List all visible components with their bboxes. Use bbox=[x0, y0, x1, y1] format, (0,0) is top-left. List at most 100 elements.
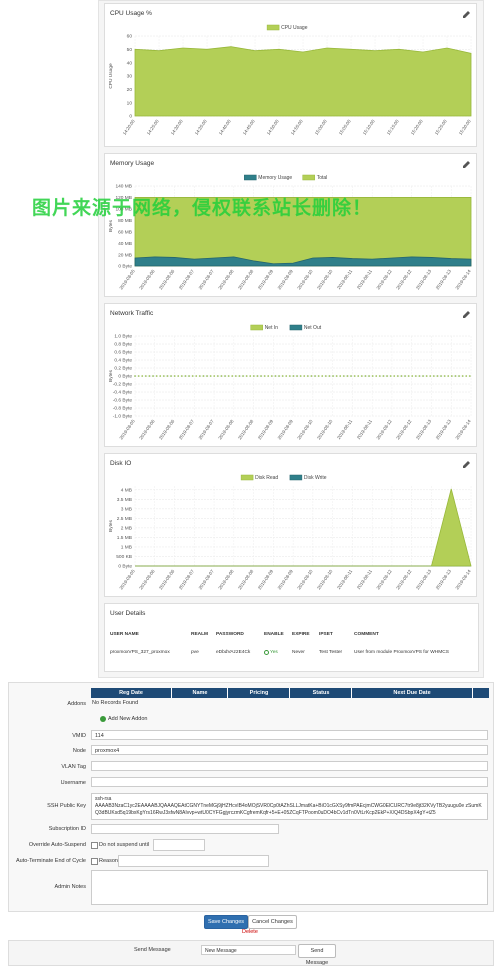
table-cell: Test Tester bbox=[319, 650, 343, 655]
y-tick-label: 0.2 Byte bbox=[114, 366, 132, 372]
x-tick-label: 2019-08-08 bbox=[237, 268, 255, 290]
text-input[interactable]: proxmox4 bbox=[91, 745, 488, 755]
checkbox-label: Do not suspend until bbox=[99, 842, 150, 848]
x-tick-label: 2019-08-11 bbox=[336, 268, 353, 290]
column-header: Status bbox=[289, 688, 352, 698]
x-tick-label: 2019-08-13 bbox=[435, 418, 453, 440]
x-tick-label: 2019-08-10 bbox=[296, 268, 314, 290]
y-tick-label: 20 bbox=[127, 87, 133, 93]
edit-icon bbox=[463, 311, 470, 318]
x-tick-label: 2019-08-12 bbox=[375, 568, 393, 590]
save-button[interactable]: Save Changes bbox=[204, 915, 248, 929]
x-tick-label: 2019-08-10 bbox=[316, 418, 334, 440]
add-addon-link[interactable]: Add New Addon bbox=[108, 716, 148, 722]
x-tick-label: 2019-08-10 bbox=[316, 568, 334, 590]
checkbox[interactable] bbox=[91, 858, 98, 865]
x-tick-label: 15:00:00 bbox=[314, 118, 328, 136]
y-tick-label: 30 bbox=[127, 74, 133, 80]
x-tick-label: 15:20:00 bbox=[410, 118, 424, 136]
y-tick-label: 0 Byte bbox=[118, 264, 132, 270]
date-input[interactable] bbox=[153, 839, 205, 851]
field-label: Subscription ID bbox=[48, 826, 86, 832]
y-tick-label: -0.2 Byte bbox=[113, 382, 133, 388]
column-header: PASSWORD bbox=[216, 632, 244, 637]
textarea[interactable]: ssh-rsa AAAAB3NzaC1yc2EAAAABJQAAAQEAtCGN… bbox=[91, 793, 488, 820]
x-tick-label: 14:40:00 bbox=[218, 118, 232, 136]
legend-swatch bbox=[244, 174, 257, 181]
x-tick-label: 14:20:00 bbox=[122, 118, 136, 136]
x-tick-label: 2019-08-11 bbox=[356, 268, 373, 290]
y-tick-label: 100 MB bbox=[115, 207, 132, 213]
chart-panel: CPU Usage % CPU Usage 0 10 20 30 40 50 60 CPU Usa… bbox=[104, 3, 477, 147]
field-label: SSH Public Key bbox=[47, 803, 86, 809]
y-tick-label: 4 MB bbox=[121, 488, 132, 494]
table-cell: User from module ProxmoxVPS for WHMCS bbox=[354, 650, 449, 655]
legend-label: Net In bbox=[265, 325, 279, 331]
field-label: Admin Notes bbox=[54, 884, 87, 890]
empty-text: No Records Found bbox=[92, 700, 139, 706]
y-tick-label: 0 Byte bbox=[118, 564, 132, 570]
text-input[interactable] bbox=[118, 855, 269, 867]
table-cell: Yes bbox=[270, 650, 278, 655]
x-tick-label: 14:45:00 bbox=[242, 118, 256, 136]
x-tick-label: 2019-08-09 bbox=[257, 568, 275, 590]
y-tick-label: 1.0 Byte bbox=[114, 334, 132, 340]
column-header: EXPIRE bbox=[292, 632, 310, 637]
send-message-button[interactable]: Send Message bbox=[298, 944, 336, 966]
column-header: USER NAME bbox=[110, 632, 139, 637]
x-tick-label: 2019-08-11 bbox=[356, 568, 373, 590]
add-icon[interactable] bbox=[100, 716, 106, 722]
text-input[interactable]: 114 bbox=[91, 730, 488, 740]
area bbox=[134, 256, 472, 267]
x-tick-label: 2019-08-10 bbox=[316, 268, 334, 290]
y-tick-label: 60 bbox=[127, 34, 133, 40]
chart-panel: Memory Usage Memory Usage Total 0 Byte 20 MB… bbox=[104, 153, 477, 297]
x-tick-label: 2019-08-14 bbox=[455, 418, 473, 440]
delete-link[interactable]: Delete bbox=[242, 929, 258, 935]
checkbox[interactable] bbox=[91, 842, 98, 849]
text-input[interactable] bbox=[91, 761, 488, 771]
x-tick-label: 2019-08-07 bbox=[178, 418, 196, 440]
user-details-panel: User Details USER NAME REALM PASSWORD ENABL… bbox=[104, 603, 479, 672]
x-tick-label: 14:30:00 bbox=[170, 118, 184, 136]
y-tick-label: 60 MB bbox=[118, 229, 132, 235]
y-tick-label: 1.5 MB bbox=[117, 535, 132, 541]
x-tick-label: 2019-08-06 bbox=[138, 268, 156, 290]
x-tick-label: 15:25:00 bbox=[434, 118, 448, 136]
y-axis-label: Bytes bbox=[108, 369, 114, 382]
textarea[interactable] bbox=[91, 870, 488, 905]
y-tick-label: 0 bbox=[129, 114, 132, 120]
field-label: Auto-Terminate End of Cycle bbox=[15, 858, 86, 864]
x-tick-label: 2019-08-11 bbox=[336, 568, 353, 590]
cancel-button[interactable]: Cancel Changes bbox=[248, 915, 297, 929]
message-select[interactable]: New Message bbox=[201, 945, 296, 955]
x-tick-label: 14:35:00 bbox=[194, 118, 208, 136]
x-tick-label: 2019-08-08 bbox=[217, 568, 235, 590]
x-tick-label: 15:15:00 bbox=[386, 118, 400, 136]
edit-icon bbox=[463, 11, 470, 18]
x-tick-label: 2019-08-09 bbox=[257, 418, 275, 440]
x-tick-label: 2019-08-12 bbox=[375, 268, 393, 290]
legend-label: Disk Read bbox=[255, 475, 278, 481]
legend-swatch bbox=[240, 474, 254, 481]
y-axis-label: Bytes bbox=[108, 519, 114, 532]
y-tick-label: 120 MB bbox=[115, 195, 132, 201]
send-message-label: Send Message bbox=[134, 947, 171, 953]
edit-icon bbox=[463, 161, 470, 168]
table-cell: Never bbox=[292, 650, 305, 655]
x-tick-label: 2019-08-07 bbox=[198, 568, 216, 590]
field-label: Username bbox=[60, 780, 86, 786]
watermark: 图片来源于网络，侵权联系站长删除！ bbox=[32, 198, 373, 219]
legend-swatch bbox=[302, 174, 315, 181]
y-tick-label: 2.5 MB bbox=[117, 516, 132, 522]
column-header: ENABLE bbox=[264, 632, 284, 637]
chart-title: CPU Usage % bbox=[110, 10, 152, 17]
chart-title: Disk IO bbox=[110, 460, 131, 467]
text-input[interactable] bbox=[91, 824, 279, 834]
x-tick-label: 2019-08-05 bbox=[119, 268, 137, 290]
text-input[interactable] bbox=[91, 777, 488, 787]
x-tick-label: 2019-08-12 bbox=[375, 418, 393, 440]
table-cell: pve bbox=[191, 650, 199, 655]
y-tick-label: 80 MB bbox=[118, 218, 132, 224]
x-tick-label: 2019-08-09 bbox=[257, 268, 275, 290]
